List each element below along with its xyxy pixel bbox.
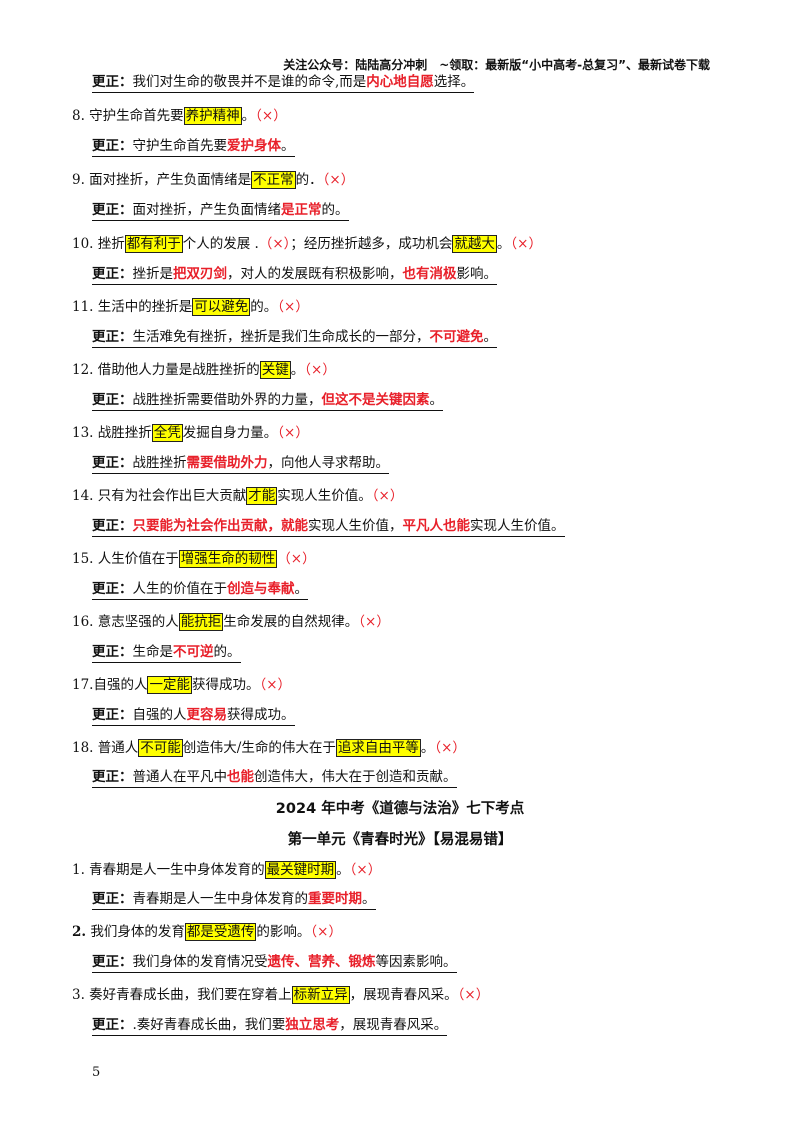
wrong-mark: （×）: [322, 172, 355, 188]
highlighted-error: 增强生命的韧性: [178, 550, 278, 568]
wrong-mark: （×）: [510, 236, 542, 252]
highlighted-error: 才能: [246, 487, 278, 505]
correction-15: 更正：人生的价值在于创造与奉献。: [92, 579, 308, 600]
correction-12: 更正：战胜挫折需要借助外界的力量，但这不是关键因素。: [92, 390, 443, 411]
question-14: 14. 只有为社会作出巨大贡献 才能 实现人生价值。（×）: [72, 487, 404, 505]
correction-17: 更正：自强的人更容易获得成功。: [92, 705, 295, 726]
highlighted-error: 不可能: [138, 739, 183, 757]
unit-title: 第一单元《青春时光》【易混易错】: [287, 832, 513, 848]
question-10: 10. 挫折 都有利于 个人的发展 .（×）；经历挫折越多，成功机会 就越大 。（×）: [72, 235, 542, 253]
question-11: 11. 生活中的挫折是 可以避免 的。（×）: [72, 298, 309, 316]
highlighted-error: 养护精神: [183, 107, 242, 125]
highlighted-error: 追求自由平等: [335, 739, 421, 757]
highlighted-error: 最关键时期: [264, 861, 337, 879]
highlighted-error: 不正常: [251, 171, 296, 189]
section-title: 2024 年中考《道德与法治》七下考点: [275, 801, 525, 817]
question-12: 12. 借助他人力量是战胜挫折的 关键 。（×）: [72, 361, 336, 379]
highlighted-error: 就越大: [452, 235, 497, 253]
highlighted-error: 关键: [259, 361, 291, 379]
unit-correction-2: 更正：我们身体的发育情况受遗传、营养、锻炼等因素影响。: [92, 952, 457, 973]
correction-label: 更正：: [92, 74, 133, 90]
unit-question-1: 1. 青春期是人一生中身体发育的 最关键时期 。（×）: [72, 861, 382, 879]
correction-13: 更正：战胜挫折需要借助外力，向他人寻求帮助。: [92, 453, 389, 474]
correction-7: 更正：我们对生命的敬畏并不是谁的命令,而是内心地自愿选择。: [92, 72, 475, 93]
unit-correction-1: 更正：青春期是人一生中身体发育的重要时期。: [92, 889, 376, 910]
wrong-mark: （×）: [358, 614, 390, 630]
page-number: 5: [92, 1065, 101, 1080]
page-header: 关注公众号：陆陆高分冲刺 ~领取：最新版“小中高考-总复习”、最新试卷下载: [283, 58, 710, 72]
wrong-mark: （×）: [277, 299, 309, 315]
unit-question-2: 2. 我们身体的发育 都是受遗传 的影响。（×）: [72, 923, 342, 941]
unit-correction-3: 更正：.奏好青春成长曲，我们要独立思考，展现青春风采。: [92, 1015, 448, 1036]
correction-14: 更正：只要能为社会作出贡献，就能实现人生价值，平凡人也能实现人生价值。: [92, 516, 565, 537]
wrong-mark: （×）: [310, 924, 342, 940]
question-17: 17.自强的人 一定能 获得成功。（×）: [72, 676, 292, 694]
question-13: 13. 战胜挫折 全凭 发掘自身力量。（×）: [72, 424, 309, 442]
wrong-mark: （×）: [277, 425, 309, 441]
wrong-mark: （×）: [255, 108, 287, 124]
question-8: 8. 守护生命首先要 养护精神 。（×）: [72, 107, 287, 125]
wrong-mark: （×）: [434, 740, 466, 756]
correction-18: 更正：普通人在平凡中也能创造伟大，伟大在于创造和贡献。: [92, 767, 457, 788]
wrong-mark: （×）: [277, 551, 316, 567]
unit-question-3: 3. 奏好青春成长曲，我们要在穿着上 标新立异 ，展现青春风采。（×）: [72, 986, 490, 1004]
correction-10: 更正：挫折是把双刃剑，对人的发展既有积极影响，也有消极影响。: [92, 264, 497, 285]
question-9: 9. 面对挫折，产生负面情绪是 不正常 的．（×）: [72, 171, 355, 189]
question-18: 18. 普通人 不可能 创造伟大/生命的伟大在于 追求自由平等 。（×）: [72, 739, 466, 757]
highlighted-error: 都有利于: [124, 235, 183, 253]
wrong-mark: （×）: [259, 677, 292, 693]
highlighted-error: 都是受遗传: [184, 923, 257, 941]
highlighted-error: 可以避免: [192, 298, 251, 316]
correction-8: 更正：守护生命首先要爱护身体。: [92, 136, 295, 157]
highlighted-error: 能抗拒: [178, 613, 224, 631]
correction-11: 更正：生活难免有挫折，挫折是我们生命成长的一部分，不可避免。: [92, 327, 497, 348]
highlighted-error: 全凭: [151, 424, 183, 442]
correction-16: 更正：生命是不可逆的。: [92, 642, 241, 663]
highlighted-error: 一定能: [147, 676, 192, 694]
question-15: 15. 人生价值在于 增强生命的韧性 （×）: [72, 550, 316, 568]
highlighted-error: 标新立异: [291, 986, 350, 1004]
wrong-mark: （×）: [371, 488, 404, 504]
question-16: 16. 意志坚强的人 能抗拒 生命发展的自然规律。（×）: [72, 613, 390, 631]
wrong-mark: （×）: [258, 236, 291, 252]
wrong-mark: （×）: [304, 362, 336, 378]
wrong-mark: （×）: [457, 987, 490, 1003]
correction-9: 更正：面对挫折，产生负面情绪是正常的。: [92, 200, 349, 221]
wrong-mark: （×）: [349, 862, 382, 878]
